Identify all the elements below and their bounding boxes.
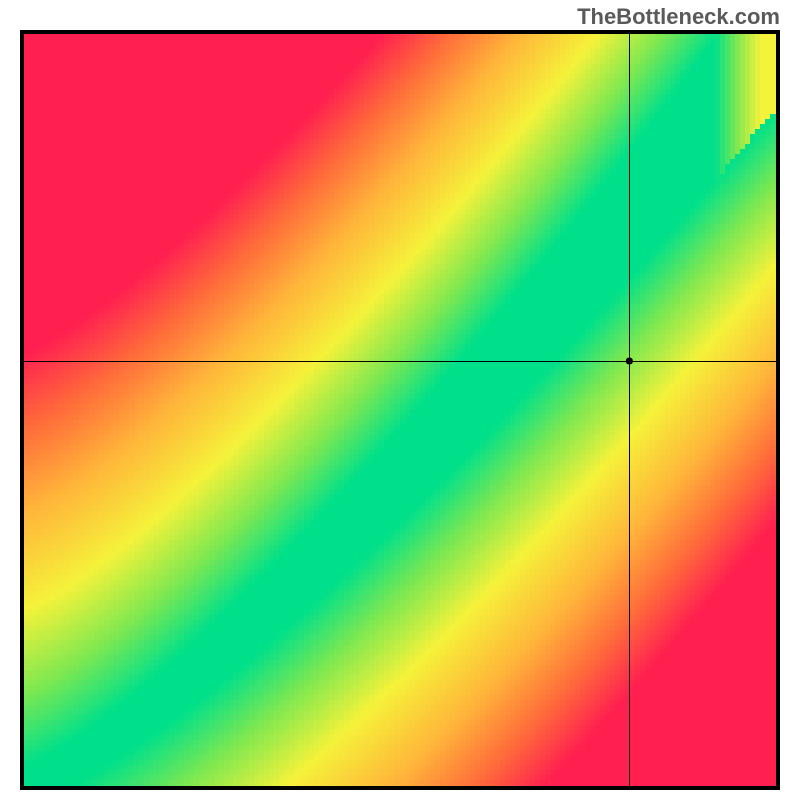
heatmap-plot: [20, 30, 780, 790]
watermark-text: TheBottleneck.com: [577, 4, 780, 30]
crosshair-vertical: [629, 34, 630, 786]
crosshair-horizontal: [24, 361, 776, 362]
chart-container: TheBottleneck.com: [0, 0, 800, 800]
heatmap-canvas: [24, 34, 776, 786]
